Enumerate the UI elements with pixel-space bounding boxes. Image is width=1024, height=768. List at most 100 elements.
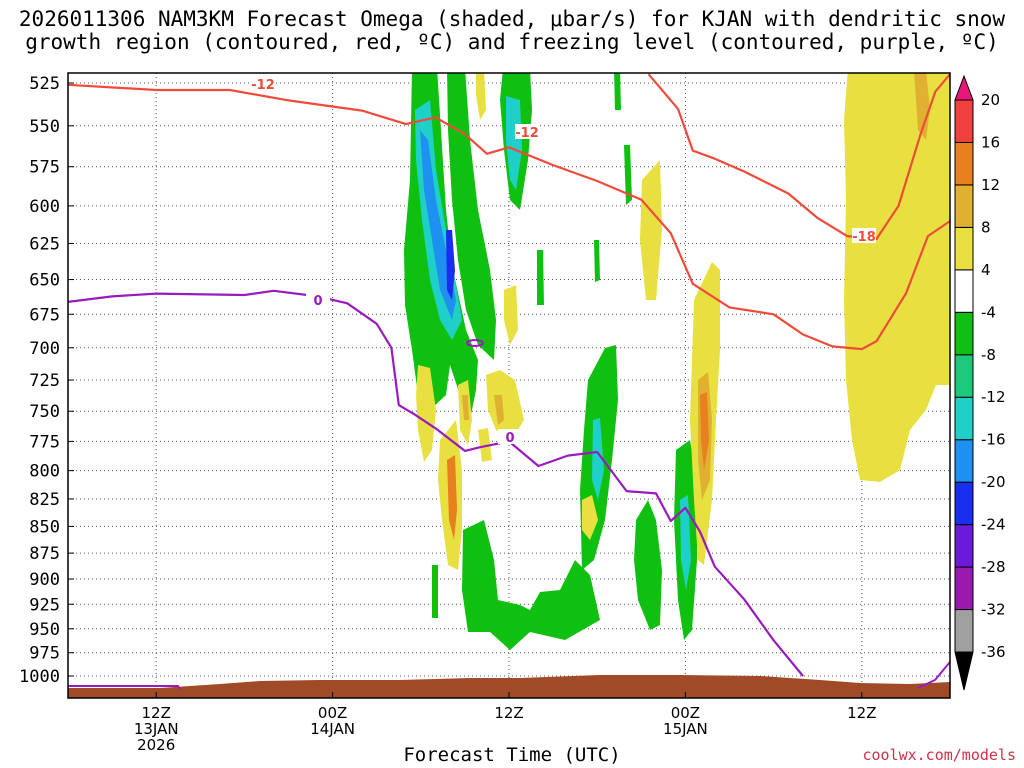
omega-green-region <box>594 240 600 282</box>
y-tick-label: 1000 <box>19 667 60 687</box>
x-tick-label: 00Z <box>671 704 700 722</box>
omega-teal-region <box>592 418 604 500</box>
y-tick-label: 850 <box>29 517 60 537</box>
colorbar-label: -20 <box>981 473 1006 491</box>
chart-title-line1: 2026011306 NAM3KM Forecast Omega (shaded… <box>18 7 1006 31</box>
colorbar-label: 16 <box>981 133 1000 151</box>
omega-yellow-region <box>582 495 598 540</box>
freezing-level-contour <box>68 289 804 677</box>
omega-yellow-region <box>476 73 486 120</box>
freezing-level-surface <box>68 685 181 690</box>
colorbar-label: -12 <box>981 388 1006 406</box>
colorbar-swatch <box>954 566 974 611</box>
contour-label-bg <box>251 76 275 91</box>
colorbar-swatch <box>954 99 974 143</box>
y-tick-label: 550 <box>29 117 60 137</box>
contour-label: 0 <box>505 431 514 446</box>
dgz-minus18-contour <box>647 73 950 241</box>
colorbar-label: -32 <box>981 601 1006 619</box>
contour-label: -12 <box>251 78 275 93</box>
colorbar-label: 20 <box>981 91 1000 109</box>
omega-green-region <box>462 520 600 650</box>
omega-shading <box>68 73 950 698</box>
surface-terrain <box>68 675 950 698</box>
y-tick-label: 825 <box>29 490 60 510</box>
y-tick-label: 775 <box>29 432 60 452</box>
contour-label-bg <box>306 292 330 307</box>
omega-orange-region <box>447 455 457 540</box>
colorbar-swatch <box>954 184 974 228</box>
colorbar-swatch <box>954 481 974 526</box>
y-tick-label: 925 <box>29 595 60 615</box>
colorbar: 20 16 12 8 4 -4 -8 -12 -16 -20 -24 -28 -32 -36 <box>954 74 1006 691</box>
colorbar-label: 8 <box>981 218 991 236</box>
contour-label: -18 <box>852 230 876 245</box>
omega-yellow-region <box>486 370 524 440</box>
omega-deepblue-region <box>446 230 455 300</box>
colorbar-swatch <box>954 524 974 568</box>
colorbar-swatch <box>954 311 974 356</box>
colorbar-swatch <box>954 439 974 483</box>
freezing-level-surface <box>917 661 950 689</box>
omega-teal-region <box>506 96 522 190</box>
omega-gold-region <box>462 395 469 420</box>
x-tick-label: 12Z <box>847 704 876 722</box>
y-tick-label: 800 <box>29 462 60 482</box>
omega-green-region <box>624 145 632 205</box>
contour-labels: -12 -12 -18 0 0 <box>251 76 876 446</box>
x-tick-label: 12Z <box>494 704 523 722</box>
omega-yellow-region <box>504 285 518 345</box>
y-axis: 525 550 575 600 625 650 675 700 725 750 775 800 825 8… <box>19 74 74 687</box>
colorbar-label: -36 <box>981 643 1006 661</box>
y-tick-label: 650 <box>29 271 60 291</box>
colorbar-label: 12 <box>981 176 1000 194</box>
y-tick-label: 525 <box>29 74 60 94</box>
colorbar-bottom-triangle <box>954 651 974 691</box>
omega-green-region <box>614 73 621 110</box>
x-tick-label: 14JAN <box>310 720 355 738</box>
y-tick-label: 675 <box>29 305 60 325</box>
omega-gold-region <box>494 395 504 425</box>
omega-green-region <box>537 250 544 305</box>
credit-link[interactable]: coolwx.com/models <box>862 746 1016 764</box>
colorbar-top-triangle <box>954 74 974 101</box>
colorbar-swatch <box>954 226 974 271</box>
colorbar-swatch <box>954 141 974 186</box>
colorbar-label: -16 <box>981 431 1006 449</box>
x-tick-label: 00Z <box>318 704 347 722</box>
x-tick-label: 12Z <box>142 704 171 722</box>
y-tick-label: 975 <box>29 644 60 664</box>
contour-label: 0 <box>313 294 322 309</box>
x-tick-label: 15JAN <box>663 720 708 738</box>
chart-title-line2: growth region (contoured, red, ºC) and f… <box>25 30 999 54</box>
omega-yellow-region <box>478 428 492 462</box>
omega-yellow-region <box>844 73 950 482</box>
y-tick-label: 700 <box>29 339 60 359</box>
contour-label: -12 <box>515 126 539 141</box>
omega-yellow-region <box>640 160 662 300</box>
y-tick-label: 900 <box>29 570 60 590</box>
colorbar-swatch <box>954 396 974 441</box>
y-tick-label: 750 <box>29 402 60 422</box>
x-tick-label: 13JAN <box>134 720 179 738</box>
colorbar-label: -28 <box>981 558 1006 576</box>
colorbar-swatch <box>954 609 974 653</box>
y-tick-label: 625 <box>29 234 60 254</box>
omega-green-region <box>634 500 662 630</box>
contour-label-bg <box>515 124 539 139</box>
omega-green-region <box>432 565 438 618</box>
contour-label-bg <box>852 228 876 243</box>
omega-gold-region <box>914 73 930 140</box>
omega-teal-region <box>680 495 691 590</box>
x-tick-label: 2026 <box>137 736 175 754</box>
colorbar-swatch <box>954 269 974 313</box>
x-axis-title: Forecast Time (UTC) <box>403 744 621 766</box>
y-tick-label: 600 <box>29 197 60 217</box>
freezing-level-loop <box>466 339 484 347</box>
dgz-minus12-contour <box>68 83 950 351</box>
y-tick-label: 725 <box>29 371 60 391</box>
y-tick-label: 875 <box>29 544 60 564</box>
colorbar-label: -24 <box>981 516 1006 534</box>
